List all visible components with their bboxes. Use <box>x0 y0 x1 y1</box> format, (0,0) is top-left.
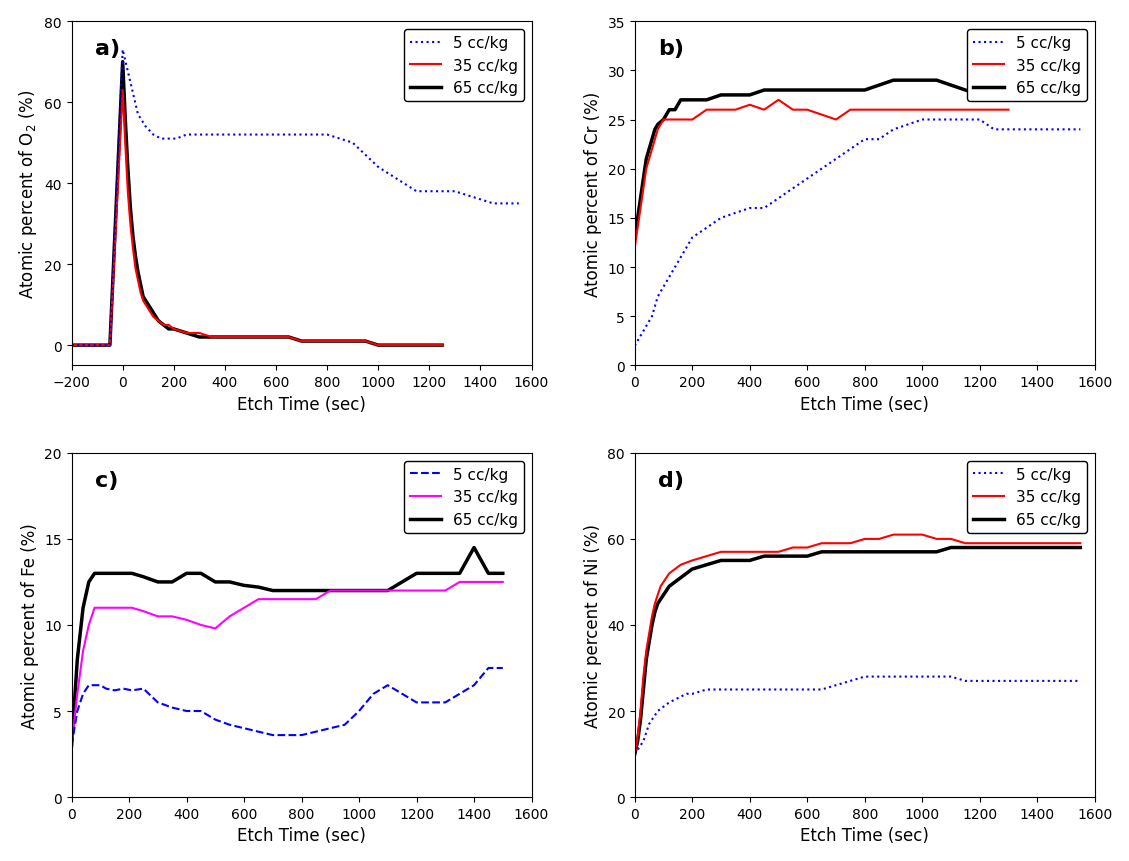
Text: c): c) <box>95 470 117 491</box>
Legend: 5 cc/kg, 35 cc/kg, 65 cc/kg: 5 cc/kg, 35 cc/kg, 65 cc/kg <box>404 30 524 102</box>
Y-axis label: Atomic percent of Fe (%): Atomic percent of Fe (%) <box>20 523 38 728</box>
X-axis label: Etch Time (sec): Etch Time (sec) <box>237 827 366 845</box>
Legend: 5 cc/kg, 35 cc/kg, 65 cc/kg: 5 cc/kg, 35 cc/kg, 65 cc/kg <box>404 461 524 533</box>
Text: a): a) <box>95 40 120 59</box>
Y-axis label: Atomic percent of O$_2$ (%): Atomic percent of O$_2$ (%) <box>17 90 38 299</box>
Legend: 5 cc/kg, 35 cc/kg, 65 cc/kg: 5 cc/kg, 35 cc/kg, 65 cc/kg <box>968 461 1087 533</box>
X-axis label: Etch Time (sec): Etch Time (sec) <box>237 395 366 413</box>
Legend: 5 cc/kg, 35 cc/kg, 65 cc/kg: 5 cc/kg, 35 cc/kg, 65 cc/kg <box>968 30 1087 102</box>
Y-axis label: Atomic percent of Cr (%): Atomic percent of Cr (%) <box>584 91 602 296</box>
Text: d): d) <box>658 470 684 491</box>
Y-axis label: Atomic percent of Ni (%): Atomic percent of Ni (%) <box>584 523 602 727</box>
X-axis label: Etch Time (sec): Etch Time (sec) <box>800 827 929 845</box>
Text: b): b) <box>658 40 684 59</box>
X-axis label: Etch Time (sec): Etch Time (sec) <box>800 395 929 413</box>
